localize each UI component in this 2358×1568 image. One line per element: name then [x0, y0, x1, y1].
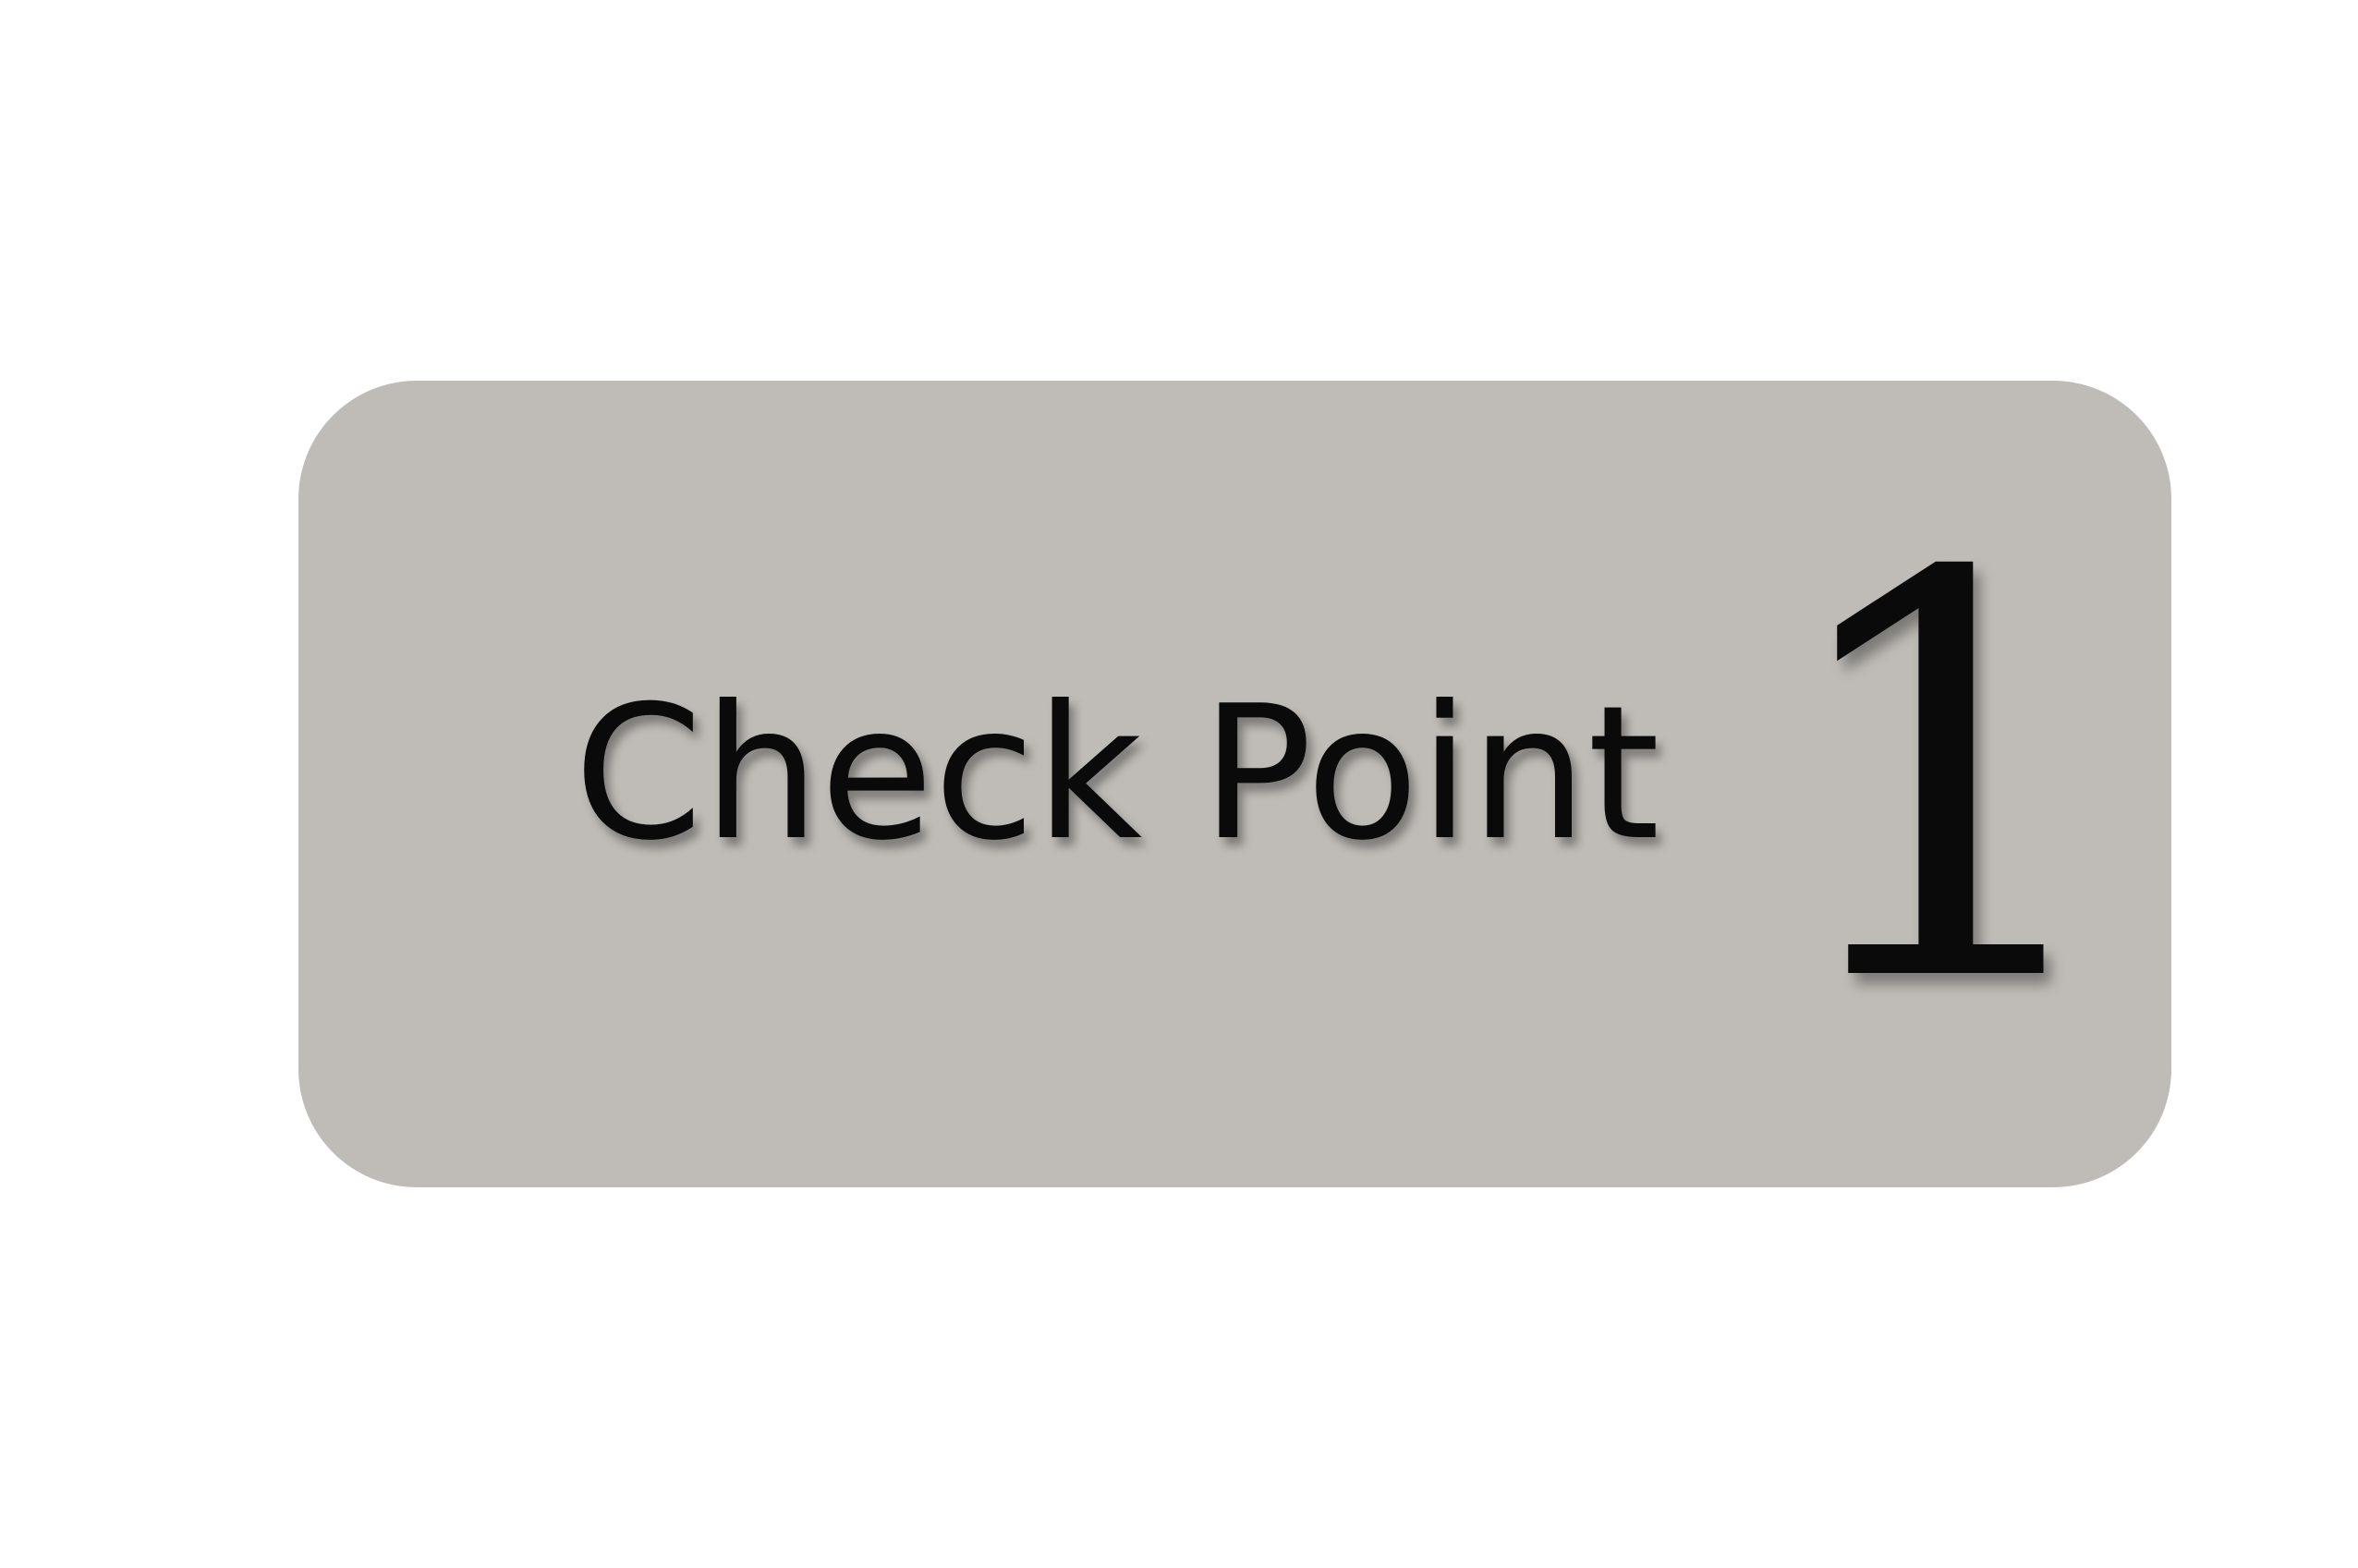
checkpoint-card: Check Point 1	[298, 381, 2171, 1187]
checkpoint-number: 1	[1769, 458, 2122, 1104]
checkpoint-label: Check Point	[574, 666, 1660, 881]
